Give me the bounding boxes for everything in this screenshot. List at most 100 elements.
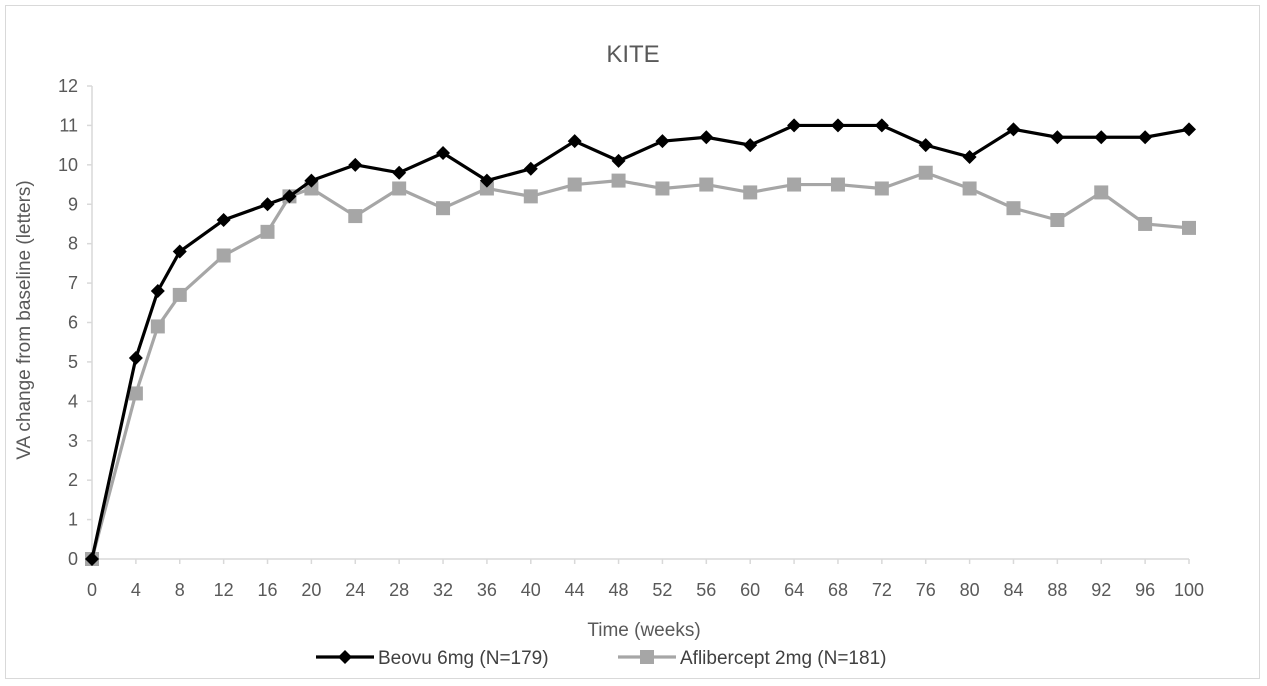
data-point — [392, 165, 407, 180]
x-tick-label: 96 — [1135, 580, 1155, 600]
chart-frame — [5, 5, 1260, 679]
x-tick-label: 80 — [960, 580, 980, 600]
data-point — [128, 386, 143, 401]
data-point — [787, 177, 802, 192]
data-point — [479, 173, 494, 188]
y-tick-label: 10 — [58, 155, 78, 175]
data-point — [655, 181, 670, 196]
x-tick-label: 72 — [872, 580, 892, 600]
x-tick-label: 24 — [345, 580, 365, 600]
data-point — [699, 177, 714, 192]
y-tick-label: 0 — [68, 549, 78, 569]
data-point — [830, 118, 845, 133]
data-point — [282, 189, 297, 204]
x-tick-label: 100 — [1174, 580, 1204, 600]
data-point — [1138, 130, 1153, 145]
data-point — [918, 165, 933, 180]
data-point — [436, 146, 451, 161]
series-beovu — [85, 118, 1196, 566]
x-tick-label: 92 — [1091, 580, 1111, 600]
y-tick-label: 1 — [68, 510, 78, 530]
data-point — [85, 552, 99, 566]
data-point — [1182, 122, 1196, 137]
series-layer — [85, 118, 1196, 566]
x-tick-label: 8 — [175, 580, 185, 600]
data-point — [567, 134, 582, 149]
x-tick-label: 20 — [301, 580, 321, 600]
data-point — [216, 248, 231, 263]
series-aflibercept — [85, 165, 1196, 566]
data-point — [1182, 220, 1196, 235]
data-point — [150, 319, 165, 334]
x-tick-label: 64 — [784, 580, 804, 600]
data-point — [655, 134, 670, 149]
data-point — [523, 161, 538, 176]
data-point — [348, 209, 363, 224]
data-point — [874, 118, 889, 133]
x-tick-label: 16 — [258, 580, 278, 600]
y-tick-label: 8 — [68, 234, 78, 254]
data-point — [874, 181, 889, 196]
data-point — [743, 138, 758, 153]
x-tick-label: 32 — [433, 580, 453, 600]
y-tick-label: 9 — [68, 194, 78, 214]
x-tick-label: 76 — [916, 580, 936, 600]
data-point — [523, 189, 538, 204]
x-tick-label: 68 — [828, 580, 848, 600]
y-tick-label: 11 — [59, 115, 78, 135]
data-point — [1006, 201, 1021, 216]
legend-label: Aflibercept 2mg (N=181) — [680, 648, 886, 669]
y-tick-label: 6 — [68, 313, 78, 333]
data-point — [392, 181, 407, 196]
data-point — [216, 213, 231, 228]
x-tick-label: 44 — [565, 580, 585, 600]
data-point — [1138, 216, 1153, 231]
data-point — [567, 177, 582, 192]
y-tick-label: 2 — [68, 470, 78, 490]
legend-label: Beovu 6mg (N=179) — [378, 648, 549, 669]
y-tick-label: 12 — [58, 76, 78, 96]
x-tick-label: 84 — [1003, 580, 1023, 600]
data-point — [150, 283, 165, 298]
data-point — [304, 173, 319, 188]
data-point — [172, 287, 187, 302]
data-point — [260, 224, 275, 239]
x-tick-label: 28 — [389, 580, 409, 600]
legend-marker — [338, 650, 352, 664]
x-tick-label: 56 — [696, 580, 716, 600]
y-axis-title: VA change from baseline (letters) — [14, 180, 35, 460]
legend-marker — [640, 650, 654, 664]
data-point — [1050, 130, 1065, 145]
y-tick-label: 7 — [68, 273, 78, 293]
data-point — [1006, 122, 1021, 137]
x-tick-label: 40 — [521, 580, 541, 600]
legend-item: Beovu 6mg (N=179) — [316, 648, 549, 669]
data-point — [962, 149, 977, 164]
data-point — [128, 350, 143, 365]
x-tick-label: 88 — [1047, 580, 1067, 600]
data-point — [743, 185, 758, 200]
data-point — [260, 197, 275, 212]
x-tick-label: 48 — [609, 580, 629, 600]
y-tick-label: 5 — [68, 352, 78, 372]
data-point — [962, 181, 977, 196]
chart-title: KITE — [606, 41, 659, 68]
data-point — [787, 118, 802, 133]
series-line — [90, 123, 1190, 560]
data-point — [611, 173, 626, 188]
x-tick-label: 36 — [477, 580, 497, 600]
x-tick-label: 4 — [131, 580, 141, 600]
series-line — [90, 171, 1190, 560]
x-tick-label: 0 — [87, 580, 97, 600]
x-tick-label: 60 — [740, 580, 760, 600]
x-axis-title: Time (weeks) — [587, 620, 700, 641]
legend: Beovu 6mg (N=179) Aflibercept 2mg (N=181) — [316, 648, 886, 669]
data-point — [436, 201, 451, 216]
data-point — [830, 177, 845, 192]
data-point — [1094, 130, 1109, 145]
data-point — [918, 138, 933, 153]
data-point — [1094, 185, 1109, 200]
data-point — [611, 153, 626, 168]
